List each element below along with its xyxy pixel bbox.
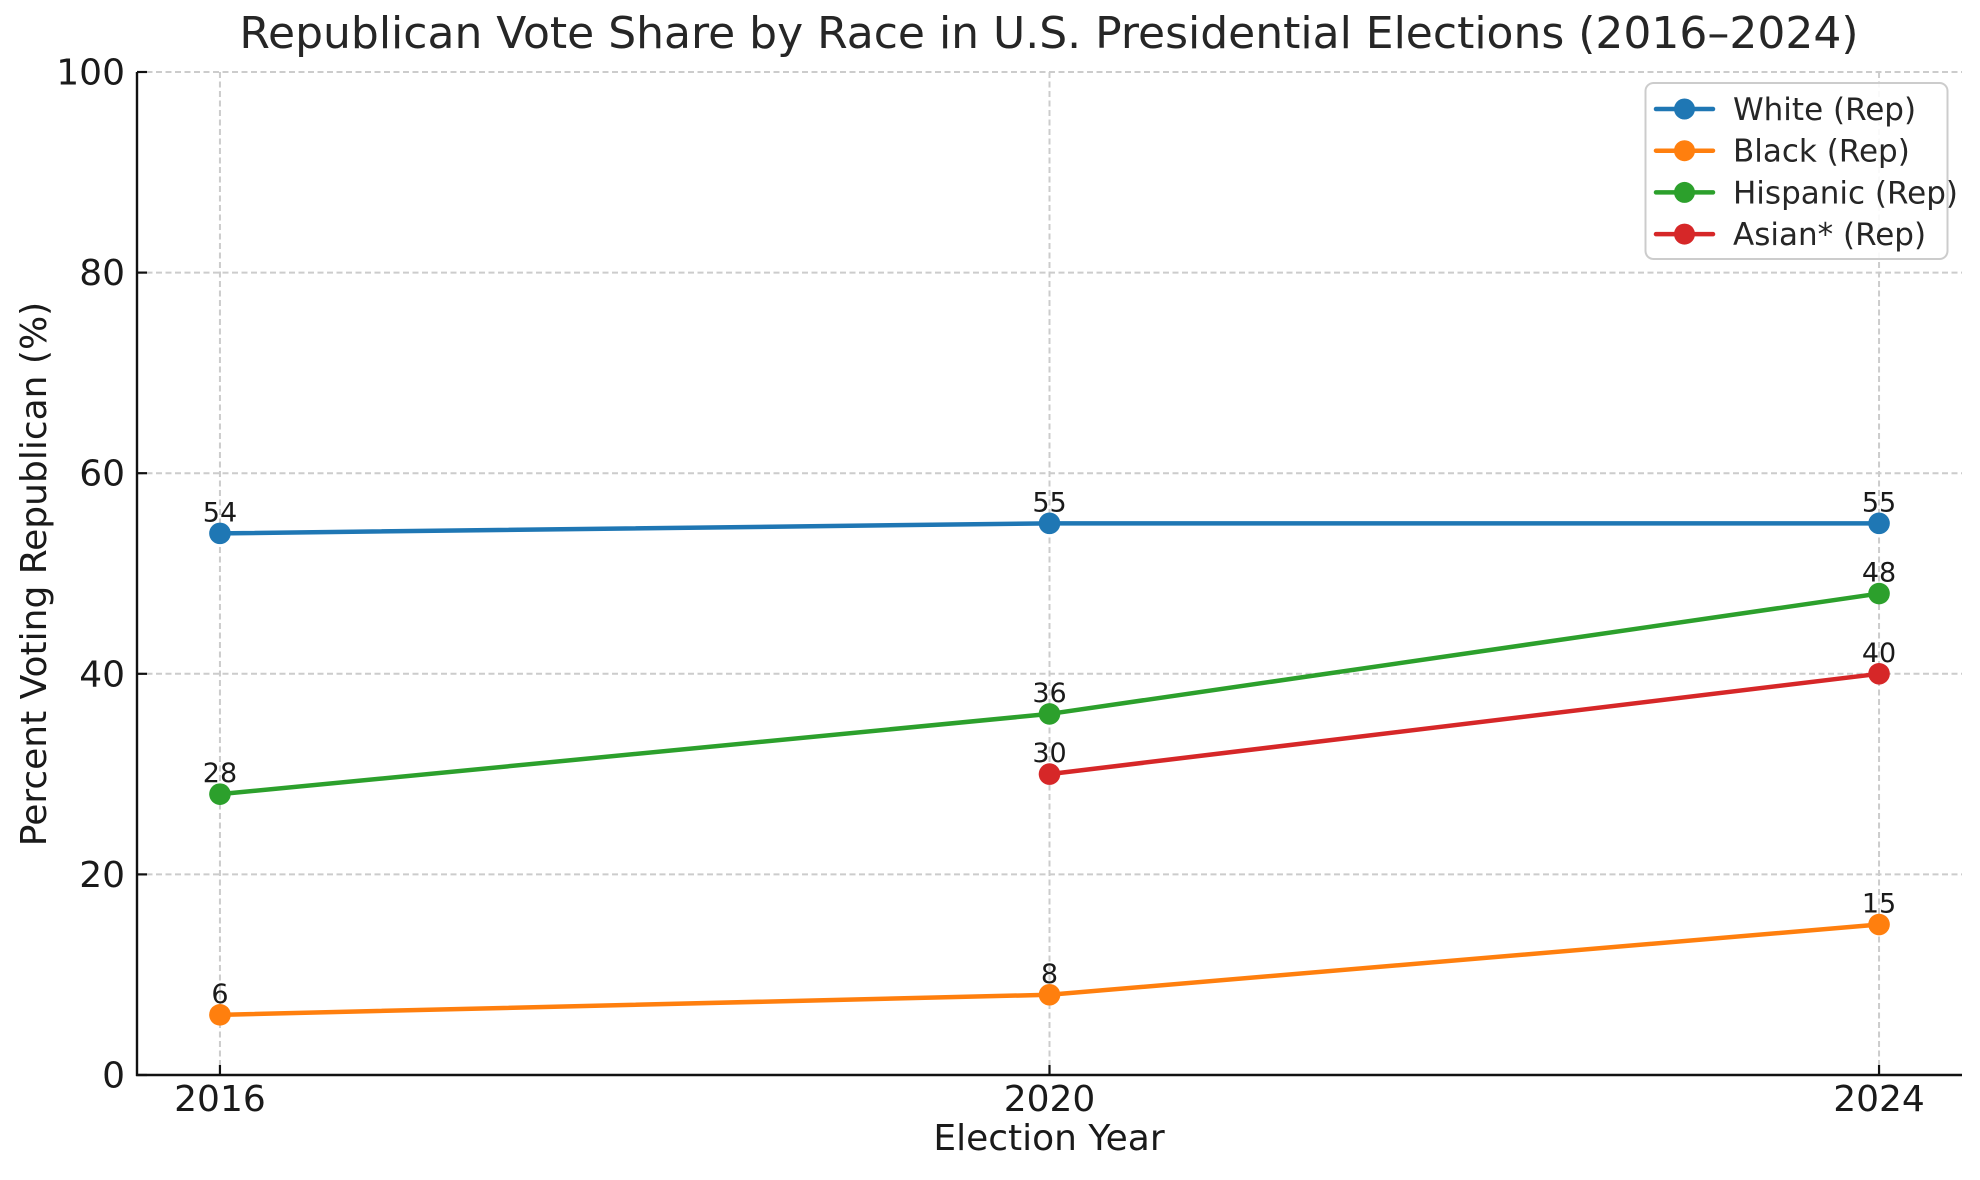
point-label-hispanic-rep-2016: 28 [203,758,237,789]
x-tick-label-2020: 2020 [1004,1079,1096,1120]
legend-label-black-rep: Black (Rep) [1733,134,1910,170]
point-label-hispanic-rep-2020: 36 [1032,678,1066,709]
legend-box [1644,82,1949,260]
legend-marker-white-rep [1674,98,1695,120]
y-tick-label-100: 100 [56,53,125,94]
data-point-hispanic-rep-2016 [209,783,231,805]
legend-marker-asian-rep [1674,223,1695,245]
gridlines [137,71,1962,1076]
y-tick-label-80: 80 [79,253,125,294]
legend-label-white-rep: White (Rep) [1733,92,1916,128]
legend-label-hispanic-rep: Hispanic (Rep) [1733,175,1958,211]
x-axis-label: Election Year [933,1118,1165,1159]
data-point-black-rep-2024 [1868,913,1890,936]
point-label-asian-rep-2020: 30 [1032,738,1066,769]
point-label-white-rep-2020: 55 [1032,487,1066,518]
point-label-black-rep-2016: 6 [211,979,228,1010]
data-series [209,512,1890,1026]
point-label-white-rep-2024: 55 [1862,487,1896,518]
chart-title: Republican Vote Share by Race in U.S. Pr… [239,8,1858,59]
point-label-black-rep-2024: 15 [1862,889,1896,920]
x-tick-label-2024: 2024 [1833,1079,1925,1120]
legend-marker-hispanic-rep [1674,181,1695,203]
point-label-white-rep-2016: 54 [203,497,237,528]
point-labels: 54 55 55 6 8 15 28 36 48 30 40 [203,487,1896,1009]
y-tick-label-0: 0 [102,1056,125,1097]
x-tick-label-2016: 2016 [174,1079,266,1120]
data-point-hispanic-rep-2024 [1868,582,1890,605]
point-label-asian-rep-2024: 40 [1862,638,1896,669]
point-label-hispanic-rep-2024: 48 [1862,558,1896,589]
data-point-asian-rep-2020 [1038,763,1061,785]
data-point-black-rep-2020 [1038,983,1061,1006]
data-point-white-rep-2020 [1038,512,1061,535]
legend-marker-black-rep [1674,140,1695,162]
y-tick-label-60: 60 [79,454,125,495]
series-line-asian-rep [1047,671,1882,777]
data-point-black-rep-2016 [209,1004,231,1026]
axes: 0 20 40 60 80 100 2016 2020 2024 [56,53,1962,1120]
y-tick-label-20: 20 [79,855,125,896]
data-point-white-rep-2016 [209,522,231,545]
legend: White (Rep) Black (Rep) Hispanic (Rep) Asia… [1644,82,1958,260]
y-axis-label: Percent Voting Republican (%) [14,302,55,846]
legend-label-asian-rep: Asian* (Rep) [1733,217,1926,253]
y-tick-label-40: 40 [79,654,125,695]
data-point-white-rep-2024 [1868,512,1890,535]
data-point-asian-rep-2024 [1868,663,1890,685]
point-label-black-rep-2020: 8 [1041,959,1058,990]
data-point-hispanic-rep-2020 [1038,703,1061,725]
